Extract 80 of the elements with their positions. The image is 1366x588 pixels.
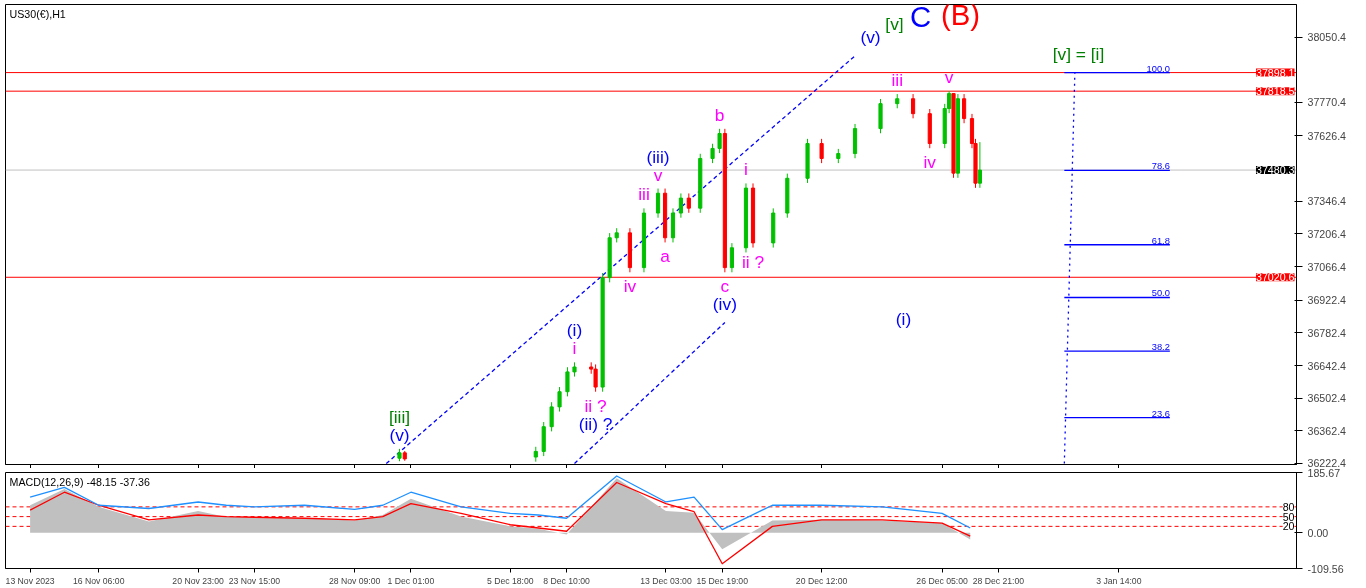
x-tick-label: 13 Dec 03:00 — [640, 575, 692, 586]
ref-line-label: 80 — [1282, 500, 1295, 513]
candlestick — [593, 363, 598, 393]
y-tick-label: 37346.4 — [1307, 195, 1347, 208]
annotation: a — [660, 246, 671, 267]
annotation: (ii) ? — [578, 413, 613, 434]
candlestick — [710, 143, 715, 164]
candlestick — [549, 401, 554, 432]
ref-line-label: 20 — [1282, 520, 1295, 533]
y-tick-label: 36922.4 — [1307, 294, 1347, 307]
y-tick-label: 37066.4 — [1307, 260, 1347, 273]
annotation: b — [714, 104, 725, 125]
x-tick-label: 3 Jan 14:00 — [1096, 575, 1142, 586]
candlestick — [686, 192, 691, 214]
candlestick — [678, 192, 683, 219]
annotation: [iii] — [388, 406, 411, 427]
annotation: i — [572, 338, 577, 359]
candlestick — [729, 242, 734, 273]
y-tick-label: 37770.4 — [1307, 96, 1347, 109]
ref-line-label: 37898.1 — [1255, 66, 1295, 79]
chart-title: MACD(12,26,9) -48.15 -37.36 — [9, 475, 150, 488]
x-tick-label: 20 Nov 23:00 — [172, 575, 225, 586]
annotation: (B) — [940, 0, 981, 31]
y-tick-label: 36782.4 — [1307, 326, 1347, 339]
candlestick — [977, 141, 982, 189]
candlestick — [655, 188, 661, 219]
candlestick — [717, 128, 722, 154]
x-tick-label: 8 Dec 10:00 — [543, 575, 591, 586]
annotation: v — [653, 164, 663, 185]
annotation: iii — [891, 70, 904, 91]
chart-title: US30(€),H1 — [9, 7, 66, 20]
y-tick-label: 37626.4 — [1307, 129, 1347, 142]
annotation: 38.2 — [1151, 342, 1170, 353]
annotation: ii ? — [741, 251, 765, 272]
annotation: 50.0 — [1151, 288, 1170, 299]
x-tick-label: 23 Nov 15:00 — [228, 575, 281, 586]
annotation: C — [909, 0, 932, 33]
ref-line-label: 37480.3 — [1255, 164, 1295, 177]
annotation: 100.0 — [1146, 63, 1170, 74]
x-tick-label: 5 Dec 18:00 — [486, 575, 534, 586]
annotation: (iii) — [646, 146, 670, 167]
annotation: v — [944, 67, 954, 88]
annotation: (v) — [860, 26, 881, 47]
annotation: iii — [638, 184, 650, 205]
y-tick-label: 37206.4 — [1307, 227, 1347, 240]
annotation: (i) — [566, 320, 583, 341]
candlestick — [961, 93, 967, 124]
annotation: c — [720, 276, 730, 297]
annotation: (iv) — [712, 294, 737, 315]
annotation: [v] — [885, 13, 904, 34]
y-tick-label: 38050.4 — [1307, 31, 1347, 44]
candlestick — [910, 93, 916, 119]
annotation: 78.6 — [1151, 161, 1170, 172]
annotation: 61.8 — [1151, 235, 1170, 246]
candlestick — [819, 138, 824, 164]
y-tick-label: 0.00 — [1307, 526, 1329, 539]
y-tick-label: 36642.4 — [1307, 359, 1347, 372]
annotation: 23.6 — [1151, 408, 1170, 419]
ref-line-label: 50 — [1282, 510, 1295, 523]
y-tick-label: 36362.4 — [1307, 424, 1347, 437]
x-tick-label: 13 Nov 2023 — [5, 575, 55, 586]
candlestick — [557, 386, 562, 413]
x-tick-label: 26 Dec 05:00 — [916, 575, 969, 586]
annotation: (i) — [895, 308, 912, 329]
x-tick-label: 28 Nov 09:00 — [328, 575, 381, 586]
x-tick-label: 15 Dec 19:00 — [696, 575, 749, 586]
x-tick-label: 16 Nov 06:00 — [72, 575, 125, 586]
annotation: ii ? — [584, 395, 607, 416]
x-tick-label: 20 Dec 12:00 — [795, 575, 848, 586]
annotation: iv — [623, 276, 637, 297]
x-tick-label: 28 Dec 21:00 — [972, 575, 1025, 586]
candlestick — [565, 366, 570, 397]
y-tick-label: 36502.4 — [1307, 392, 1347, 405]
annotation: [v] = [i] — [1052, 43, 1105, 64]
ref-line-label: 37020.6 — [1255, 271, 1295, 284]
ref-line-label: 37818.5 — [1255, 85, 1295, 98]
x-tick-label: 1 Dec 01:00 — [387, 575, 435, 586]
annotation: i — [744, 159, 748, 180]
annotation: iv — [923, 152, 937, 173]
y-tick-label: -109.56 — [1307, 562, 1344, 575]
